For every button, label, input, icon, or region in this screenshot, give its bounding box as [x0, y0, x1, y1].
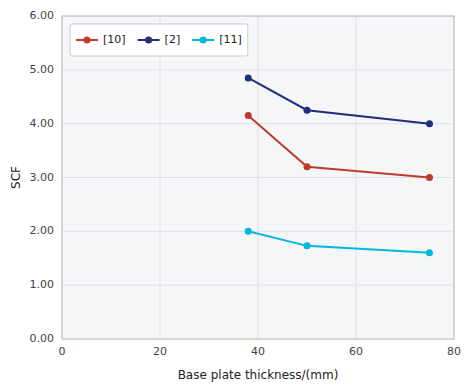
y-tick-label: 5.00 — [30, 63, 55, 76]
grid-line — [356, 16, 357, 339]
point — [245, 228, 252, 235]
y-tick-label: 2.00 — [30, 224, 55, 237]
point — [426, 174, 433, 181]
y-tick-label: 0.00 — [30, 332, 55, 345]
grid — [62, 16, 454, 339]
y-tick-label: 6.00 — [30, 9, 55, 22]
y-tick-label: 1.00 — [30, 278, 55, 291]
y-axis-label: SCF — [9, 166, 23, 189]
legend-frame — [70, 24, 248, 56]
x-tick-label: 40 — [251, 345, 265, 358]
x-tick-label: 80 — [447, 345, 461, 358]
x-tick-label: 20 — [153, 345, 167, 358]
y-tick-label: 4.00 — [30, 117, 55, 130]
point — [304, 163, 311, 170]
legend-marker — [84, 37, 91, 44]
tick-labels: 0.00 1.00 2.00 3.00 4.00 5.00 6.00 0 20 40 60 80 — [30, 9, 462, 358]
point — [245, 112, 252, 119]
series — [245, 228, 433, 257]
series-line — [248, 78, 429, 124]
series — [245, 74, 433, 127]
grid-line — [258, 16, 259, 339]
series — [245, 112, 433, 181]
plot-frame — [62, 16, 454, 339]
chart: 0.00 1.00 2.00 3.00 4.00 5.00 6.00 0 20 40 60 80 Bas… — [0, 0, 474, 391]
point — [426, 249, 433, 256]
legend-label: [10] — [103, 33, 126, 46]
legend: [10] [2] [11] — [70, 24, 248, 56]
legend-marker — [200, 37, 207, 44]
data — [245, 74, 433, 256]
y-tick-label: 3.00 — [30, 171, 55, 184]
grid-line — [160, 16, 161, 339]
legend-label: [2] — [165, 33, 181, 46]
point — [426, 120, 433, 127]
x-tick-label: 60 — [349, 345, 363, 358]
x-tick-label: 0 — [59, 345, 66, 358]
series-line — [248, 231, 429, 253]
series-line — [248, 116, 429, 178]
point — [245, 74, 252, 81]
x-axis-label: Base plate thickness/(mm) — [178, 368, 339, 382]
point — [304, 107, 311, 114]
legend-label: [11] — [219, 33, 242, 46]
plot-background — [62, 16, 454, 339]
legend-marker — [145, 37, 152, 44]
point — [304, 242, 311, 249]
